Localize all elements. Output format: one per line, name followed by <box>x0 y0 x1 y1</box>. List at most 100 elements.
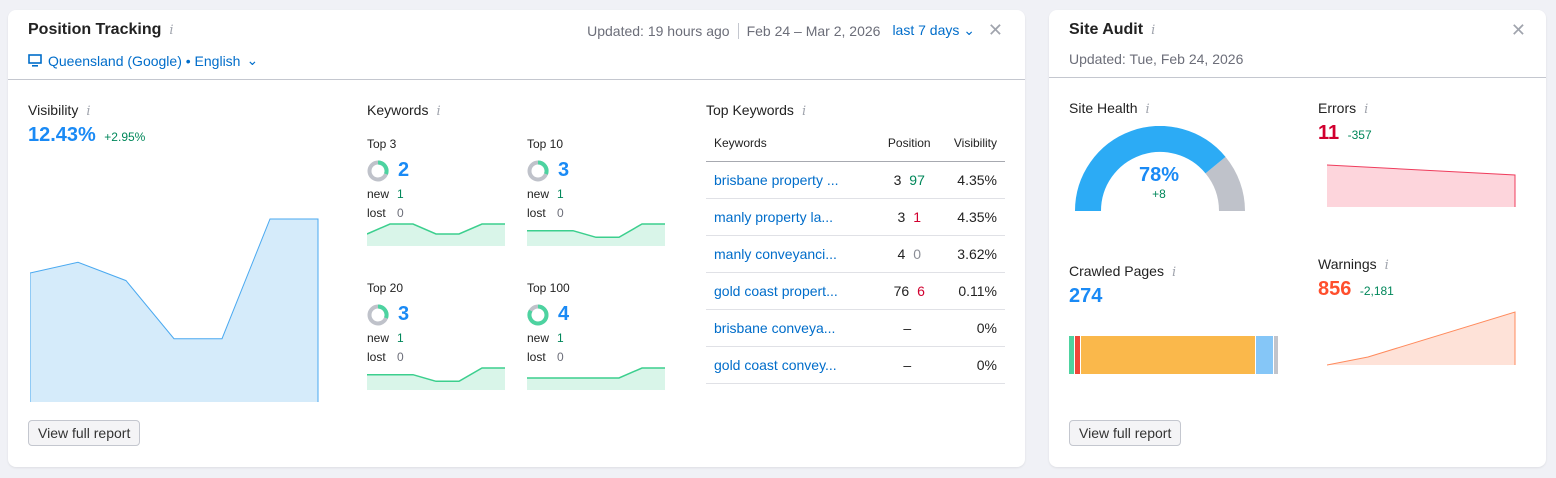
info-icon[interactable]: i <box>86 104 91 119</box>
warnings-label: Warnings <box>1318 256 1377 272</box>
visibility-area <box>30 218 319 402</box>
chevron-down-icon: ⌄ <box>246 52 259 68</box>
info-icon[interactable]: i <box>1384 258 1389 273</box>
warnings-line <box>1327 311 1516 366</box>
visibility-delta: +2.95% <box>104 130 146 144</box>
sparkline-area <box>367 224 505 246</box>
keyword-link[interactable]: manly conveyanci... <box>714 245 837 262</box>
sparkline-line <box>527 367 665 379</box>
updated-text: Updated: Tue, Feb 24, 2026 <box>1069 51 1244 67</box>
table-row: brisbane property ... 3 97 4.35% <box>706 161 1005 199</box>
errors-line <box>1327 164 1516 207</box>
group-count: 3 <box>558 159 570 181</box>
new-label: new <box>367 331 390 345</box>
location-dropdown[interactable]: Queensland (Google) • English ⌄ <box>28 52 258 69</box>
info-icon[interactable]: i <box>1364 102 1369 117</box>
position-value: – <box>903 319 912 336</box>
crawl-segment[interactable] <box>1256 336 1273 374</box>
errors-label: Errors <box>1318 100 1357 116</box>
crawl-segment[interactable] <box>1273 336 1279 374</box>
site-audit-widget: Site Audit i ✕ Updated: Tue, Feb 24, 2026… <box>1049 10 1546 467</box>
warnings-value: 856 <box>1318 278 1352 300</box>
group-label: Top 100 <box>527 281 570 295</box>
top-keywords-label: Top Keywords <box>706 102 794 118</box>
divider <box>1049 77 1546 78</box>
group-label: Top 3 <box>367 137 397 151</box>
info-icon[interactable]: i <box>1145 102 1150 117</box>
table-row: manly property la... 3 1 4.35% <box>706 198 1005 236</box>
view-full-report-button[interactable]: View full report <box>28 420 141 446</box>
visibility-value: 0% <box>937 309 1005 347</box>
new-label: new <box>367 187 390 201</box>
new-count: 1 <box>397 331 404 345</box>
new-count: 1 <box>557 331 564 345</box>
view-full-report-button[interactable]: View full report <box>1069 420 1182 446</box>
top-keywords-table: Keywords Position Visibility brisbane pr… <box>706 125 1005 384</box>
site-health-label: Site Health <box>1069 100 1138 116</box>
info-icon[interactable]: i <box>1171 265 1177 280</box>
warnings-delta: -2,181 <box>1359 284 1394 298</box>
group-count: 3 <box>398 303 410 325</box>
position-change: 97 <box>909 171 925 188</box>
errors-delta: -357 <box>1347 128 1372 142</box>
errors-area <box>1327 165 1515 207</box>
position-change: 6 <box>917 282 925 299</box>
info-icon[interactable]: i <box>1151 23 1156 38</box>
crawl-segment[interactable] <box>1069 336 1075 374</box>
crawl-segment[interactable] <box>1075 336 1081 374</box>
sparkline-line <box>367 223 505 235</box>
close-icon[interactable]: ✕ <box>987 20 1003 40</box>
keyword-sparkline <box>527 223 665 246</box>
lost-count: 0 <box>397 350 404 364</box>
table-row: brisbane conveya... – 0% <box>706 309 1005 347</box>
column-header: Position <box>881 125 938 162</box>
info-icon[interactable]: i <box>169 22 174 38</box>
errors-chart <box>1327 164 1516 207</box>
new-label: new <box>527 331 550 345</box>
keyword-link[interactable]: brisbane conveya... <box>714 319 836 336</box>
site-health-value: 78% <box>1138 164 1180 186</box>
info-icon[interactable]: i <box>801 104 807 119</box>
keyword-link[interactable]: gold coast propert... <box>714 282 838 299</box>
sparkline-area <box>367 368 505 390</box>
gauge-value <box>1075 126 1226 212</box>
new-count: 1 <box>397 187 404 201</box>
location-label: Queensland (Google) • English <box>48 52 241 69</box>
visibility-value: 12.43% <box>28 124 96 146</box>
column-header: Visibility <box>937 125 1005 162</box>
visibility-value: 4.35% <box>937 161 1005 199</box>
table-row: gold coast propert... 76 6 0.11% <box>706 272 1005 310</box>
keyword-group: Top 100 4 new 1 lost 0 <box>527 281 667 390</box>
info-icon[interactable]: i <box>436 104 441 119</box>
period-dropdown[interactable]: last 7 days ⌄ <box>892 22 975 39</box>
donut-icon <box>367 303 389 325</box>
group-count: 2 <box>398 159 410 181</box>
visibility-section: Visibility i 12.43% +2.95% <box>28 102 145 147</box>
lost-label: lost <box>527 350 546 364</box>
table-row: manly conveyanci... 4 0 3.62% <box>706 235 1005 273</box>
sparkline-area <box>527 368 665 390</box>
keyword-link[interactable]: manly property la... <box>714 208 834 225</box>
keyword-sparkline <box>527 367 665 390</box>
keyword-link[interactable]: gold coast convey... <box>714 356 837 373</box>
crawl-segment[interactable] <box>1081 336 1256 374</box>
close-icon[interactable]: ✕ <box>1510 20 1526 40</box>
warnings-area <box>1327 312 1515 365</box>
keyword-group: Top 3 2 new 1 lost 0 <box>367 137 507 246</box>
warnings-chart <box>1327 311 1516 366</box>
visibility-label: Visibility <box>28 102 79 118</box>
position-value: 3 <box>893 171 902 188</box>
lost-count: 0 <box>557 350 564 364</box>
donut-icon <box>367 159 389 181</box>
chevron-down-icon: ⌄ <box>963 22 975 38</box>
position-value: – <box>903 356 912 373</box>
keyword-link[interactable]: brisbane property ... <box>714 171 839 188</box>
visibility-value: 0.11% <box>937 272 1005 310</box>
lost-count: 0 <box>557 206 564 220</box>
gauge-remaining <box>1205 156 1245 212</box>
lost-label: lost <box>367 206 386 220</box>
visibility-chart <box>30 218 319 402</box>
desktop-icon <box>28 54 42 67</box>
new-label: new <box>527 187 550 201</box>
group-label: Top 10 <box>527 137 564 151</box>
